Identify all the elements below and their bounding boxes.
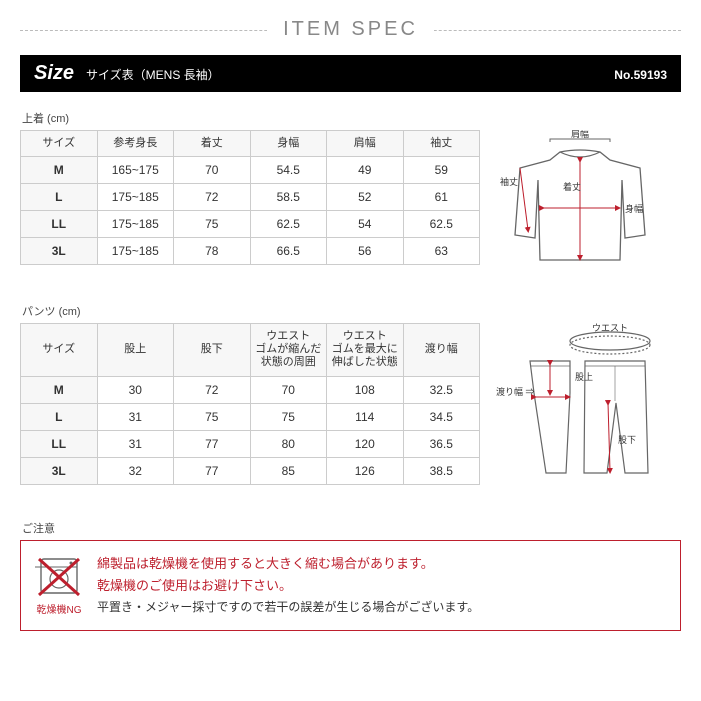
table-cell: 66.5 bbox=[250, 238, 327, 265]
spec-header: ITEM SPEC bbox=[20, 18, 681, 41]
table-cell: 54 bbox=[327, 211, 404, 238]
table-cell: 80 bbox=[250, 430, 327, 457]
label-inseam: 股下 bbox=[618, 435, 636, 445]
table-cell: 70 bbox=[174, 157, 251, 184]
table-cell: 126 bbox=[327, 457, 404, 484]
table-header: 着丈 bbox=[174, 131, 251, 157]
label-sleeve: 袖丈 bbox=[500, 176, 518, 187]
table-cell: 3L bbox=[21, 457, 98, 484]
table-row: 3L175~1857866.55663 bbox=[21, 238, 480, 265]
table-header: サイズ bbox=[21, 324, 98, 377]
table-cell: 72 bbox=[174, 376, 251, 403]
table-cell: 31 bbox=[97, 430, 174, 457]
notice-line1: 綿製品は乾燥機を使用すると大きく縮む場合があります。 bbox=[97, 553, 479, 575]
label-shoulder: 肩幅 bbox=[571, 130, 589, 139]
table-cell: 75 bbox=[250, 403, 327, 430]
table-header: サイズ bbox=[21, 131, 98, 157]
notice-label: ご注意 bbox=[22, 520, 681, 536]
table-cell: 32.5 bbox=[403, 376, 480, 403]
table-cell: 61 bbox=[403, 184, 480, 211]
top-size-table: サイズ参考身長着丈身幅肩幅袖丈 M165~1757054.54959L175~1… bbox=[20, 130, 480, 265]
table-cell: 75 bbox=[174, 403, 251, 430]
table-header: 参考身長 bbox=[97, 131, 174, 157]
top-section-label: 上着 (cm) bbox=[22, 110, 681, 126]
table-cell: 72 bbox=[174, 184, 251, 211]
shirt-diagram: 肩幅 袖丈 着丈 身幅 bbox=[490, 130, 681, 285]
table-cell: 62.5 bbox=[403, 211, 480, 238]
size-word: Size bbox=[34, 62, 74, 85]
table-cell: 36.5 bbox=[403, 430, 480, 457]
table-header: ウエスト ゴムが縮んだ 状態の周囲 bbox=[250, 324, 327, 377]
table-row: M30727010832.5 bbox=[21, 376, 480, 403]
pants-diagram: ウエスト 股上 股下 渡り幅 ⇒ bbox=[490, 323, 681, 498]
spec-title: ITEM SPEC bbox=[267, 18, 434, 40]
table-row: LL175~1857562.55462.5 bbox=[21, 211, 480, 238]
table-cell: 62.5 bbox=[250, 211, 327, 238]
bottom-size-table: サイズ股上股下ウエスト ゴムが縮んだ 状態の周囲ウエスト ゴムを最大に 伸ばした… bbox=[20, 323, 480, 485]
table-cell: LL bbox=[21, 211, 98, 238]
table-cell: 58.5 bbox=[250, 184, 327, 211]
table-cell: 85 bbox=[250, 457, 327, 484]
table-cell: 75 bbox=[174, 211, 251, 238]
label-width: 身幅 bbox=[625, 203, 643, 214]
table-cell: 52 bbox=[327, 184, 404, 211]
table-cell: 70 bbox=[250, 376, 327, 403]
table-header: 袖丈 bbox=[403, 131, 480, 157]
label-waist: ウエスト bbox=[592, 323, 628, 333]
table-cell: 30 bbox=[97, 376, 174, 403]
notice-line2: 乾燥機のご使用はお避け下さい。 bbox=[97, 575, 479, 597]
table-cell: 77 bbox=[174, 457, 251, 484]
table-header: 股下 bbox=[174, 324, 251, 377]
table-cell: 63 bbox=[403, 238, 480, 265]
table-row: L31757511434.5 bbox=[21, 403, 480, 430]
table-cell: 3L bbox=[21, 238, 98, 265]
table-cell: 165~175 bbox=[97, 157, 174, 184]
bottom-section-label: パンツ (cm) bbox=[22, 303, 681, 319]
table-cell: 32 bbox=[97, 457, 174, 484]
table-cell: L bbox=[21, 184, 98, 211]
label-length: 着丈 bbox=[563, 181, 581, 192]
table-cell: 175~185 bbox=[97, 238, 174, 265]
table-cell: LL bbox=[21, 430, 98, 457]
table-cell: 49 bbox=[327, 157, 404, 184]
table-header: 身幅 bbox=[250, 131, 327, 157]
item-number: No.59193 bbox=[614, 68, 667, 82]
dryer-ng-icon: 乾燥機NG bbox=[35, 555, 83, 616]
table-cell: 120 bbox=[327, 430, 404, 457]
table-cell: 38.5 bbox=[403, 457, 480, 484]
table-cell: 78 bbox=[174, 238, 251, 265]
table-cell: 31 bbox=[97, 403, 174, 430]
table-header: 股上 bbox=[97, 324, 174, 377]
table-row: LL31778012036.5 bbox=[21, 430, 480, 457]
table-row: L175~1857258.55261 bbox=[21, 184, 480, 211]
table-cell: 175~185 bbox=[97, 184, 174, 211]
table-cell: M bbox=[21, 157, 98, 184]
size-bar: Size サイズ表（MENS 長袖） No.59193 bbox=[20, 55, 681, 92]
table-row: M165~1757054.54959 bbox=[21, 157, 480, 184]
notice-line3: 平置き・メジャー採寸ですので若干の誤差が生じる場合がございます。 bbox=[97, 597, 479, 617]
table-cell: 59 bbox=[403, 157, 480, 184]
table-cell: 54.5 bbox=[250, 157, 327, 184]
notice-box: 乾燥機NG 綿製品は乾燥機を使用すると大きく縮む場合があります。 乾燥機のご使用… bbox=[20, 540, 681, 631]
dryer-ng-text: 乾燥機NG bbox=[37, 601, 82, 616]
table-cell: 175~185 bbox=[97, 211, 174, 238]
label-rise: 股上 bbox=[575, 372, 593, 382]
size-subtitle: サイズ表（MENS 長袖） bbox=[86, 66, 220, 83]
table-header: 肩幅 bbox=[327, 131, 404, 157]
table-cell: 77 bbox=[174, 430, 251, 457]
table-header: 渡り幅 bbox=[403, 324, 480, 377]
table-cell: 108 bbox=[327, 376, 404, 403]
label-thigh: 渡り幅 ⇒ bbox=[496, 386, 535, 397]
table-cell: 114 bbox=[327, 403, 404, 430]
table-cell: L bbox=[21, 403, 98, 430]
table-row: 3L32778512638.5 bbox=[21, 457, 480, 484]
table-cell: 34.5 bbox=[403, 403, 480, 430]
table-header: ウエスト ゴムを最大に 伸ばした状態 bbox=[327, 324, 404, 377]
table-cell: 56 bbox=[327, 238, 404, 265]
table-cell: M bbox=[21, 376, 98, 403]
